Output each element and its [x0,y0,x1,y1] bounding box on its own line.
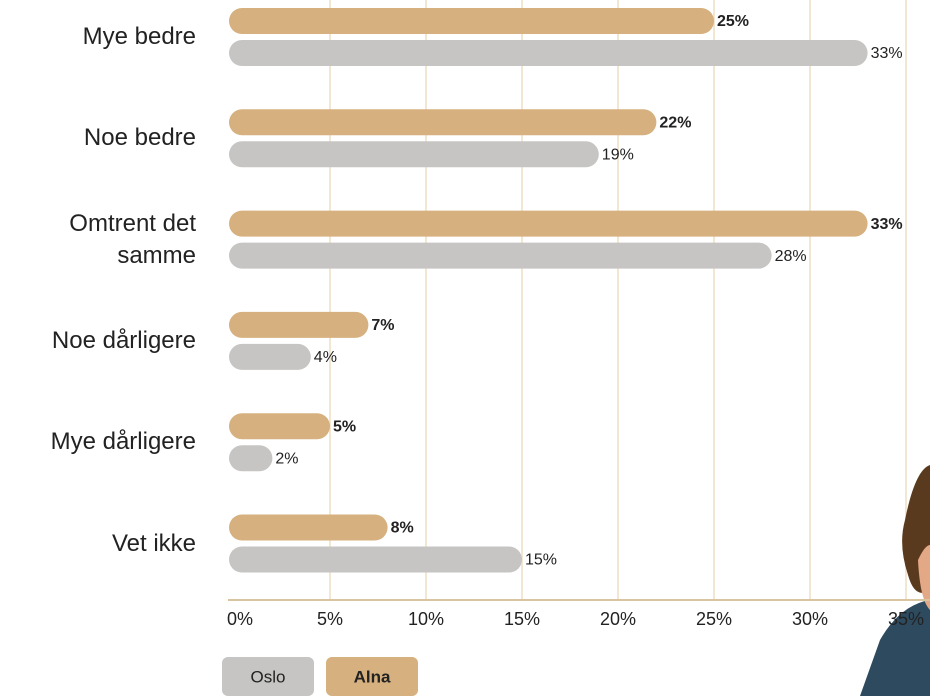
value-label: 7% [371,317,394,334]
category-label: Vet ikke [0,509,196,579]
legend-item[interactable]: Oslo [222,657,314,696]
x-tick-label: 15% [504,609,540,629]
value-label: 5% [333,418,356,435]
category-label: Mye dårligere [0,407,196,477]
legend-button[interactable] [326,657,418,696]
person-body [860,600,930,696]
value-label: 28% [775,248,807,265]
value-label: 25% [717,13,749,30]
legend-label: Alna [354,667,391,686]
category-label: Mye bedre [0,2,196,72]
bar [229,514,388,541]
category-text: Omtrent det samme [69,209,196,269]
bar [229,210,868,237]
bar [229,40,868,66]
value-label: 4% [314,349,337,366]
bar [229,445,273,472]
bar [229,242,772,269]
legend-label: Oslo [251,667,286,686]
bar [229,311,369,338]
bar [229,343,311,370]
x-tick-label: 30% [792,609,828,629]
legend-button[interactable] [222,657,314,696]
x-tick-label: 20% [600,609,636,629]
x-tick-label: 25% [696,609,732,629]
category-text: Noe bedre [83,124,196,152]
value-label: 33% [871,216,903,233]
illustration [860,465,930,696]
category-text: Mye dårligere [50,428,196,456]
value-label: 8% [391,520,414,537]
bar [229,109,657,136]
category-label: Noe bedre [0,103,196,173]
value-label: 15% [525,552,557,569]
bar [229,141,599,168]
value-label: 19% [602,147,634,164]
bar [229,546,522,573]
category-label: Noe dårligere [0,306,196,376]
x-tick-label: 10% [408,609,444,629]
x-tick-label: 0% [227,609,253,629]
x-tick-label: 5% [317,609,343,629]
category-text: Mye bedre [82,23,196,50]
bar [229,8,714,34]
bar [229,413,330,440]
value-label: 22% [659,115,691,132]
legend-item[interactable]: Alna [326,657,418,696]
x-tick-label: 35% [888,609,924,629]
category-label: Omtrent det samme [0,205,196,275]
value-label: 2% [275,450,298,467]
person-face [918,545,930,610]
grid [329,0,907,600]
value-label: 33% [871,45,903,62]
category-text: Vet ikke [111,529,196,557]
category-text: Noe dårligere [51,326,196,354]
